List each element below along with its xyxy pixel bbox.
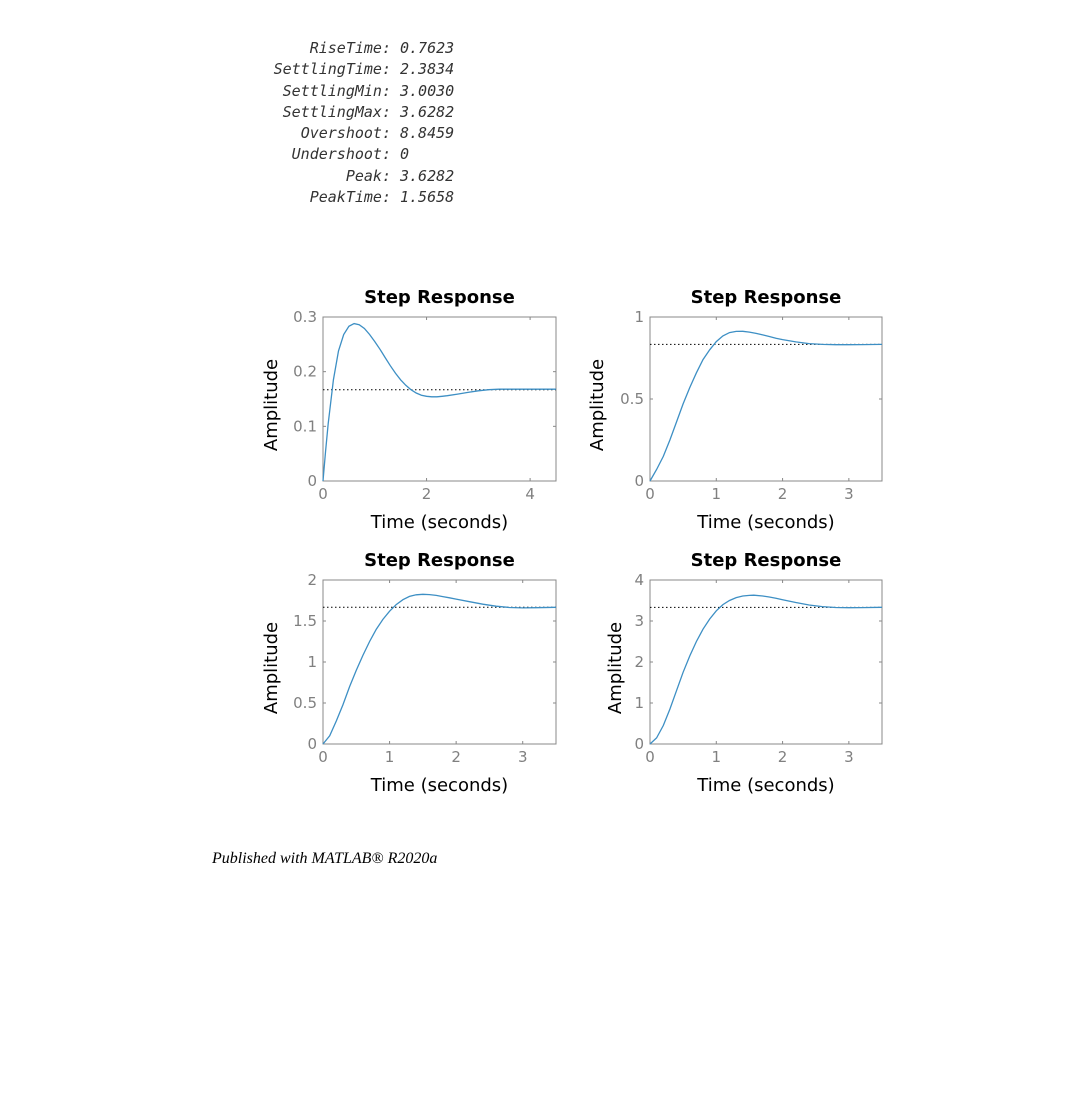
stepinfo-key: SettlingMin: xyxy=(282,81,391,100)
step-response-subplot: 0 1 2 3 0 1 2 3 4 Step Response Time (seconds) Ampl… xyxy=(605,550,883,796)
stepinfo-row: SettlingMin: 3.0030 xyxy=(220,81,455,102)
stepinfo-value: 8.8459 xyxy=(400,124,455,143)
step-response-line xyxy=(649,330,883,482)
stepinfo-key: Overshoot: xyxy=(300,124,391,143)
stepinfo-row: Overshoot: 8.8459 xyxy=(220,123,455,144)
y-tick-label: 0.2 xyxy=(293,363,317,381)
subplot-title: Step Response xyxy=(364,287,515,308)
stepinfo-value: 2.3834 xyxy=(400,60,455,79)
plot-area xyxy=(649,579,883,745)
x-tick-label: 0 xyxy=(645,748,655,766)
x-tick-label: 0 xyxy=(318,485,328,503)
x-tick-label: 3 xyxy=(518,748,528,766)
y-tick-label: 4 xyxy=(634,571,644,589)
y-tick-label: 0.3 xyxy=(293,308,317,326)
x-tick-label: 2 xyxy=(778,485,788,503)
stepinfo-row: RiseTime: 0.7623 xyxy=(220,38,454,59)
x-tick-label: 2 xyxy=(778,748,788,766)
stepinfo-key: SettlingTime: xyxy=(273,60,391,79)
y-tick-label: 0 xyxy=(307,472,317,490)
step-response-line xyxy=(322,593,557,745)
y-axis-label: Amplitude xyxy=(261,622,282,714)
x-tick-label: 3 xyxy=(844,748,854,766)
stepinfo-value: 1.5658 xyxy=(400,188,455,207)
step-response-subplot: 0 1 2 3 0 0.5 1 1.5 2 Step Response Time (seconds)… xyxy=(261,550,557,796)
plot-area xyxy=(322,579,557,745)
stepinfo-key: Undershoot: xyxy=(291,145,391,164)
stepinfo-row: Undershoot: 0 xyxy=(220,144,454,165)
step-response-subplot: 0 2 4 0 0.1 0.2 0.3 Step Response Time (seconds)… xyxy=(261,287,557,533)
y-tick-label: 0.5 xyxy=(293,694,317,712)
y-tick-label: 1 xyxy=(634,308,644,326)
x-tick-label: 1 xyxy=(712,485,722,503)
x-tick-label: 2 xyxy=(451,748,461,766)
subplot-title: Step Response xyxy=(691,287,842,308)
y-axis-label: Amplitude xyxy=(261,359,282,451)
y-axis-label: Amplitude xyxy=(605,622,626,714)
stepinfo-value: 3.6282 xyxy=(400,102,455,121)
stepinfo-output: RiseTime: 0.7623 SettlingTime: 2.3834 Sett… xyxy=(220,38,455,208)
stepinfo-row: SettlingMax: 3.6282 xyxy=(220,102,455,123)
y-tick-label: 1.5 xyxy=(293,612,317,630)
y-tick-label: 1 xyxy=(307,653,317,671)
y-tick-label: 0 xyxy=(634,472,644,490)
x-tick-label: 3 xyxy=(844,485,854,503)
x-tick-label: 1 xyxy=(385,748,395,766)
y-tick-label: 2 xyxy=(307,571,317,589)
published-footer: Published with MATLAB® R2020a xyxy=(212,850,438,867)
x-axis-label: Time (seconds) xyxy=(696,512,834,533)
x-tick-label: 0 xyxy=(645,485,655,503)
y-tick-label: 1 xyxy=(634,694,644,712)
step-response-line xyxy=(649,594,883,745)
x-axis-label: Time (seconds) xyxy=(370,512,508,533)
stepinfo-key: RiseTime: xyxy=(309,39,391,57)
stepinfo-value: 0.7623 xyxy=(400,39,455,57)
y-tick-label: 2 xyxy=(634,653,644,671)
x-tick-label: 4 xyxy=(525,485,535,503)
stepinfo-value: 3.0030 xyxy=(400,81,455,100)
stepinfo-key: SettlingMax: xyxy=(282,102,391,121)
y-tick-label: 0.5 xyxy=(620,390,644,408)
y-axis-label: Amplitude xyxy=(587,359,608,451)
stepinfo-row: PeakTime: 1.5658 xyxy=(220,187,454,208)
stepinfo-value: 0 xyxy=(400,145,410,164)
x-axis-label: Time (seconds) xyxy=(370,775,508,796)
x-axis-label: Time (seconds) xyxy=(696,775,834,796)
y-tick-label: 0 xyxy=(307,735,317,753)
y-tick-label: 0.1 xyxy=(293,417,317,435)
y-tick-label: 0 xyxy=(634,735,644,753)
plot-area xyxy=(322,316,557,482)
step-response-subplot: 0 1 2 3 0 0.5 1 Step Response Time (seconds) Ampl… xyxy=(587,287,883,533)
y-tick-label: 3 xyxy=(634,612,644,630)
stepinfo-value: 3.6282 xyxy=(400,166,455,185)
x-tick-label: 2 xyxy=(422,485,432,503)
stepinfo-row: SettlingTime: 2.3834 xyxy=(220,59,455,80)
step-response-line xyxy=(322,322,556,482)
subplot-title: Step Response xyxy=(691,550,842,571)
stepinfo-row: Peak: 3.6282 xyxy=(220,166,454,187)
x-tick-label: 0 xyxy=(318,748,328,766)
stepinfo-key: PeakTime: xyxy=(309,188,391,207)
subplot-title: Step Response xyxy=(364,550,515,571)
x-tick-label: 1 xyxy=(712,748,722,766)
stepinfo-key: Peak: xyxy=(345,166,391,185)
